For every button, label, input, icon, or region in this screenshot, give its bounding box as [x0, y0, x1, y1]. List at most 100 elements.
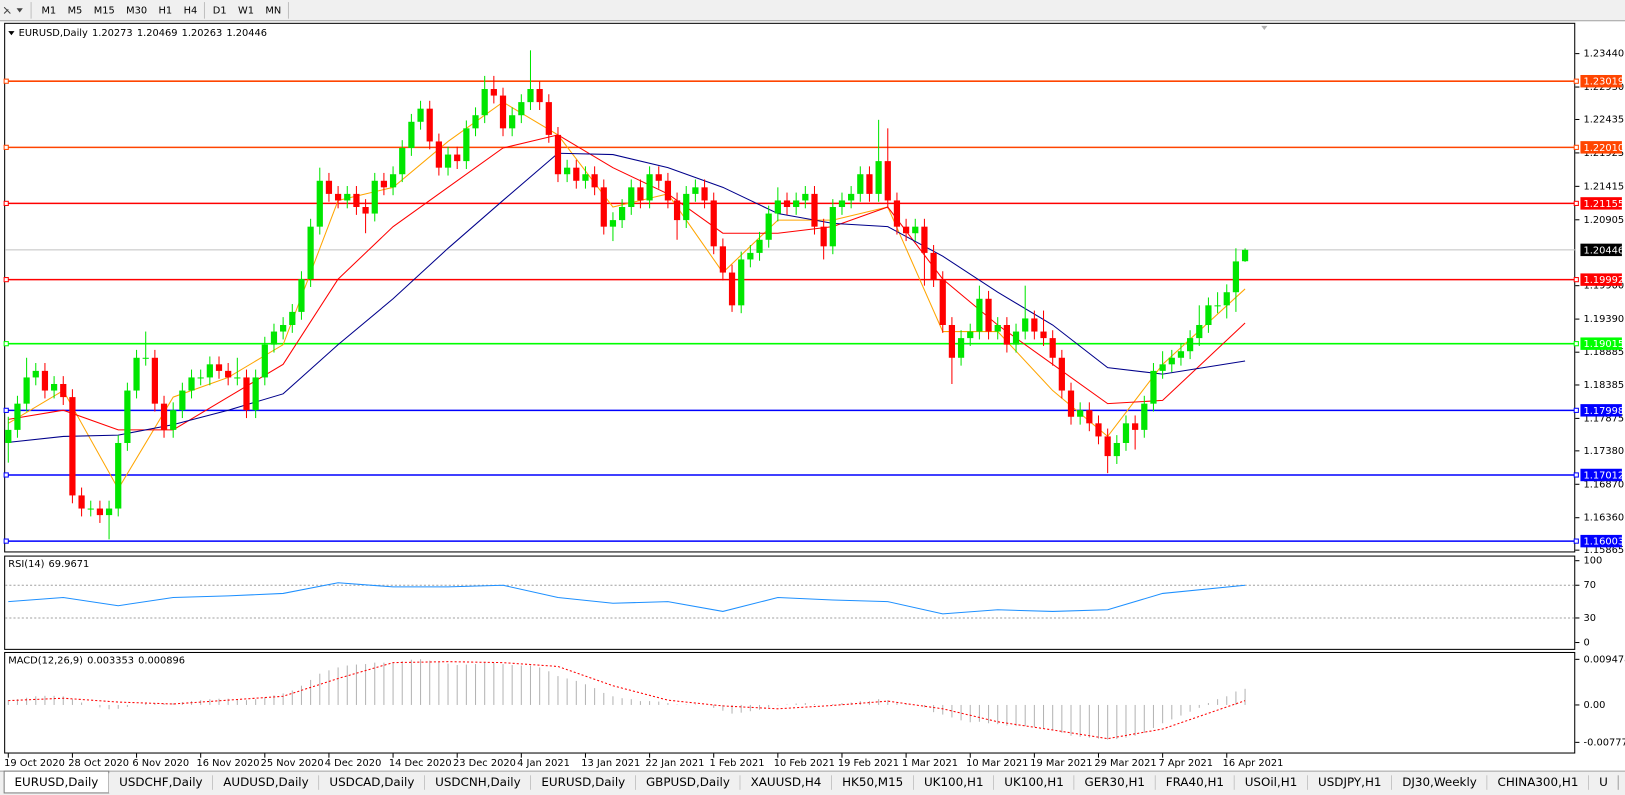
- timeframe-label[interactable]: D1: [213, 5, 227, 16]
- timeframe-label[interactable]: MN: [265, 5, 281, 16]
- tab-label[interactable]: UK100,H1: [924, 775, 984, 789]
- candle-body: [151, 357, 158, 404]
- tab-label[interactable]: EURUSD,Daily: [541, 775, 625, 789]
- tab-label[interactable]: USDCAD,Daily: [329, 775, 414, 789]
- tab-label[interactable]: U: [1599, 775, 1608, 789]
- tab-bg[interactable]: [635, 773, 741, 793]
- timeframe-button[interactable]: M5: [68, 5, 83, 16]
- candle-body: [646, 174, 653, 201]
- tab[interactable]: FRA40,H1: [1155, 773, 1235, 793]
- tab-label[interactable]: USDJPY,H1: [1318, 775, 1381, 789]
- candle: [444, 146, 452, 176]
- tab[interactable]: USOil,H1: [1234, 773, 1309, 793]
- timeframe-button[interactable]: MN: [265, 5, 281, 16]
- timeframe-button[interactable]: W1: [238, 5, 254, 16]
- timeframe-label[interactable]: M1: [41, 5, 56, 16]
- tab[interactable]: U: [1588, 773, 1619, 793]
- tab-label[interactable]: UK100,H1: [1004, 775, 1064, 789]
- tab-label[interactable]: USDCNH,Daily: [435, 775, 521, 789]
- tab[interactable]: XAUUSD,H4: [740, 773, 833, 793]
- timeframe-button[interactable]: M15: [94, 5, 115, 16]
- tab[interactable]: GER30,H1: [1074, 773, 1156, 793]
- tab[interactable]: USDJPY,H1: [1307, 773, 1393, 793]
- tab[interactable]: USDCNH,Daily: [424, 773, 532, 793]
- tab-bg[interactable]: [212, 773, 320, 793]
- candle: [1003, 317, 1010, 353]
- candle: [380, 172, 388, 196]
- toolbar-dropdown[interactable]: [16, 8, 23, 13]
- tab[interactable]: HK50,M15: [831, 773, 915, 793]
- tab-label[interactable]: GER30,H1: [1085, 775, 1145, 789]
- tab[interactable]: DJ30,Weekly: [1391, 773, 1488, 793]
- tab-bg[interactable]: [1074, 773, 1156, 793]
- tab-bg[interactable]: [1391, 773, 1488, 793]
- tab[interactable]: EURUSD,Daily: [530, 773, 637, 793]
- candle: [1104, 428, 1111, 474]
- x-tick-label: 29 Mar 2021: [1094, 758, 1156, 769]
- timeframe-button[interactable]: D1: [213, 5, 227, 16]
- tab[interactable]: USDCHF,Daily: [108, 773, 214, 793]
- tab-bg[interactable]: [1155, 773, 1235, 793]
- timeframe-label[interactable]: H1: [159, 5, 173, 16]
- tab-label[interactable]: DJ30,Weekly: [1402, 775, 1477, 789]
- tab-bg[interactable]: [1487, 773, 1589, 793]
- candle-body: [206, 364, 213, 378]
- candle: [967, 323, 974, 346]
- tab-label[interactable]: EURUSD,Daily: [15, 775, 99, 789]
- tab-label[interactable]: XAUUSD,H4: [751, 775, 822, 789]
- timeframe-label[interactable]: H4: [184, 5, 198, 16]
- timeframe-button[interactable]: H4: [184, 5, 198, 16]
- timeframe-button[interactable]: M30: [126, 5, 147, 16]
- candle: [115, 435, 122, 517]
- tab-label[interactable]: GBPUSD,Daily: [646, 775, 730, 789]
- tab-bg[interactable]: [319, 773, 425, 793]
- tab[interactable]: AUDUSD,Daily: [212, 773, 320, 793]
- candle: [957, 330, 965, 366]
- tab-label[interactable]: USOil,H1: [1245, 775, 1298, 789]
- tab-label[interactable]: CHINA300,H1: [1498, 775, 1579, 789]
- timeframe-button[interactable]: M1: [41, 5, 56, 16]
- candle: [912, 218, 919, 242]
- tab[interactable]: UK100,H1: [993, 773, 1075, 793]
- tab-bg[interactable]: [424, 773, 531, 793]
- tab-bg[interactable]: [740, 773, 832, 793]
- tab-label[interactable]: HK50,M15: [842, 775, 903, 789]
- tab-label[interactable]: USDCHF,Daily: [119, 775, 202, 789]
- toolbar-icon[interactable]: [3, 6, 11, 14]
- candle: [243, 369, 250, 419]
- tab[interactable]: EURUSD,Daily: [3, 770, 110, 794]
- tab-bg[interactable]: [1307, 773, 1392, 793]
- candle: [518, 94, 525, 124]
- tab-bg[interactable]: [108, 773, 213, 793]
- symbol-menu[interactable]: [8, 31, 15, 36]
- tab-label[interactable]: AUDUSD,Daily: [223, 775, 308, 789]
- x-tick-label: 14 Dec 2020: [389, 758, 452, 769]
- tab-bg[interactable]: [1234, 773, 1308, 793]
- toolbar: [0, 0, 1625, 21]
- tab-bg[interactable]: [530, 773, 636, 793]
- y-tick-label: 1.22435: [1584, 114, 1625, 125]
- timeframe-label[interactable]: M30: [126, 5, 147, 16]
- timeframe-label[interactable]: M15: [94, 5, 115, 16]
- candle-body: [133, 357, 140, 391]
- tab-bg[interactable]: [831, 773, 914, 793]
- tab[interactable]: CHINA300,H1: [1487, 773, 1590, 793]
- tab[interactable]: UK100,H1: [913, 773, 995, 793]
- candle: [573, 159, 580, 189]
- tab-bg[interactable]: [1588, 773, 1619, 793]
- tab-bg[interactable]: [913, 773, 994, 793]
- candle: [710, 192, 717, 255]
- tab-bg[interactable]: [993, 773, 1075, 793]
- candle: [1012, 323, 1020, 353]
- tab[interactable]: GBPUSD,Daily: [635, 773, 741, 793]
- tab-label[interactable]: FRA40,H1: [1166, 775, 1224, 789]
- rsi-value: 69.9671: [49, 559, 90, 570]
- candle: [554, 127, 562, 183]
- candle-body: [1104, 436, 1111, 457]
- tab[interactable]: USDCAD,Daily: [319, 773, 426, 793]
- candle-body: [921, 226, 928, 253]
- timeframe-label[interactable]: W1: [238, 5, 254, 16]
- timeframe-button[interactable]: H1: [159, 5, 173, 16]
- current-price-label-bg: [1580, 243, 1622, 257]
- timeframe-label[interactable]: M5: [68, 5, 83, 16]
